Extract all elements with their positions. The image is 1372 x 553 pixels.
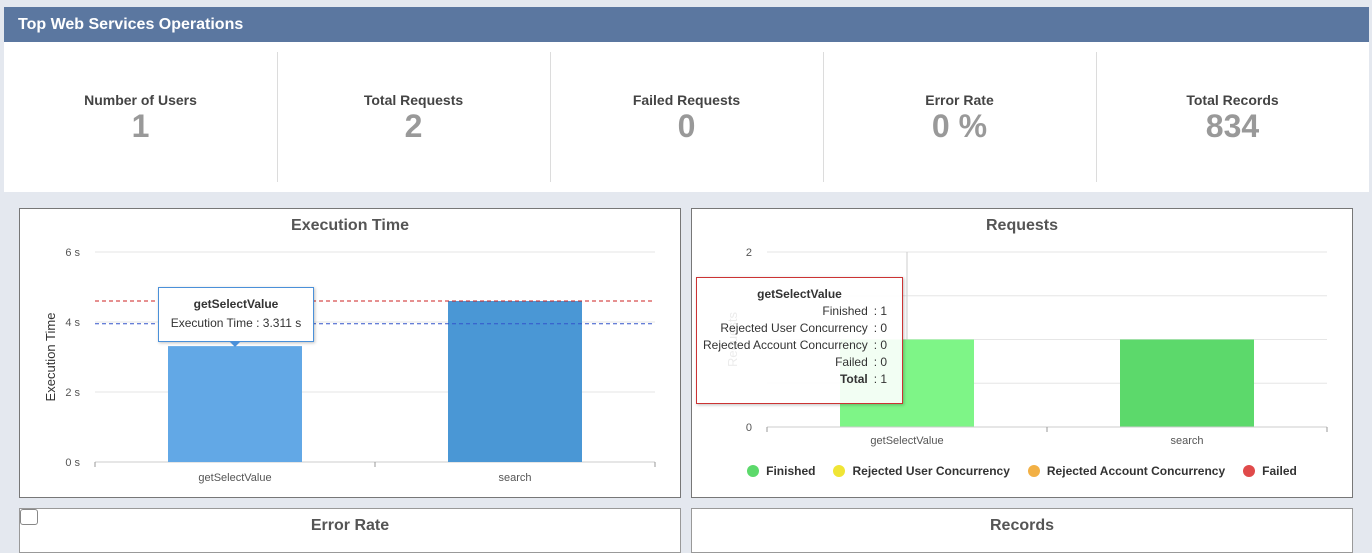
stat-total-requests: Total Requests 2 [277,42,550,192]
stats-bar: Number of Users 1 Total Requests 2 Faile… [4,42,1369,192]
panel-checkbox[interactable] [20,509,38,525]
error-rate-panel: Error Rate [19,508,681,553]
tooltip-row: Failed : 0 [703,354,887,371]
bar [448,301,582,462]
panel-title: Records [989,517,1055,534]
tooltip-row-label: Rejected Account Concurrency [703,338,868,352]
records-panel: Records [691,508,1353,553]
x-tick-label: search [1170,435,1203,447]
tooltip-row-label: Rejected User Concurrency [720,321,868,335]
stat-total-records: Total Records 834 [1096,42,1369,192]
legend-item-finished[interactable]: Finished [747,464,815,478]
panel-title: Execution Time [291,217,409,234]
tooltip-row: Total : 1 [703,371,887,388]
panel-title: Error Rate [310,517,390,534]
y-tick-label: 2 [746,247,752,259]
y-axis-title: Execution Time [43,313,58,402]
execution-time-panel: Execution Time 0 s 2 s 4 s 6 s Execution Tim… [19,208,681,498]
x-tick-label: getSelectValue [198,472,271,484]
tooltip-table: Finished : 1 Rejected User Concurrency :… [703,303,887,388]
legend-dot [747,465,760,477]
tooltip-row-value: : 0 [873,338,888,352]
stat-value: 0 % [931,108,988,144]
y-tick-label: 2 s [65,387,80,399]
tooltip-row-label: Total [839,372,868,386]
tooltip-row-value: : 1 [873,304,888,318]
stat-error-rate: Error Rate 0 % [823,42,1096,192]
tooltip-row-label: Failed [835,355,868,369]
bar [168,346,302,462]
legend-dot [833,465,846,477]
legend-label: Failed [1262,464,1297,478]
stat-value: 834 [1205,108,1260,144]
tooltip-row: Finished : 1 [703,303,887,320]
stat-value: 1 [131,108,150,144]
tooltip-value: Execution Time : 3.311 s [170,316,302,330]
requests-panel: Requests 02RequestsgetSelectValuesearch … [691,208,1353,498]
stat-number-of-users: Number of Users 1 [4,42,277,192]
tooltip-row-label: Finished [822,304,868,318]
stat-label: Failed Requests [632,92,741,108]
tooltip-row: Rejected User Concurrency : 0 [703,320,887,337]
y-tick-label: 0 s [65,457,80,469]
y-tick-label: 4 s [65,317,80,329]
legend-dot [1027,465,1040,477]
page-header: Top Web Services Operations [4,7,1369,42]
legend-item-rejected-account-concurrency[interactable]: Rejected Account Concurrency [1027,464,1226,478]
bar [1120,339,1254,427]
legend-label: Finished [766,464,816,478]
legend-label: Rejected User Concurrency [852,464,1010,478]
y-tick-label: 0 [746,422,752,434]
legend-dot [1243,465,1256,477]
execution-time-tooltip: getSelectValue Execution Time : 3.311 s [158,287,314,342]
tooltip-row: Rejected Account Concurrency : 0 [703,337,887,354]
legend-label: Rejected Account Concurrency [1046,464,1226,478]
stat-label: Error Rate [925,92,994,108]
stat-failed-requests: Failed Requests 0 [550,42,823,192]
tooltip-pointer [229,341,241,347]
y-tick-label: 6 s [65,247,80,259]
stat-label: Number of Users [84,92,197,108]
x-tick-label: getSelectValue [870,435,943,447]
x-tick-label: search [498,472,531,484]
tooltip-row-value: : 0 [873,321,888,335]
tooltip-title: getSelectValue [193,297,279,311]
stat-label: Total Requests [363,92,464,108]
tooltip-row-value: : 1 [873,372,888,386]
panel-title: Requests [985,217,1059,234]
tooltip-row-value: : 0 [873,355,888,369]
execution-time-chart: 0 s 2 s 4 s 6 s Execution Time getSelectValue… [43,247,656,484]
stat-label: Total Records [1186,92,1279,108]
stat-value: 2 [404,108,423,144]
legend-item-rejected-user-concurrency[interactable]: Rejected User Concurrency [833,464,1010,478]
chart-legend: Finished Rejected User Concurrency Rejec… [692,464,1352,478]
requests-tooltip: getSelectValue Finished : 1 Rejected Use… [696,277,903,404]
stat-value: 0 [677,108,696,144]
legend-item-failed[interactable]: Failed [1243,464,1297,478]
tooltip-title: getSelectValue [757,287,842,301]
